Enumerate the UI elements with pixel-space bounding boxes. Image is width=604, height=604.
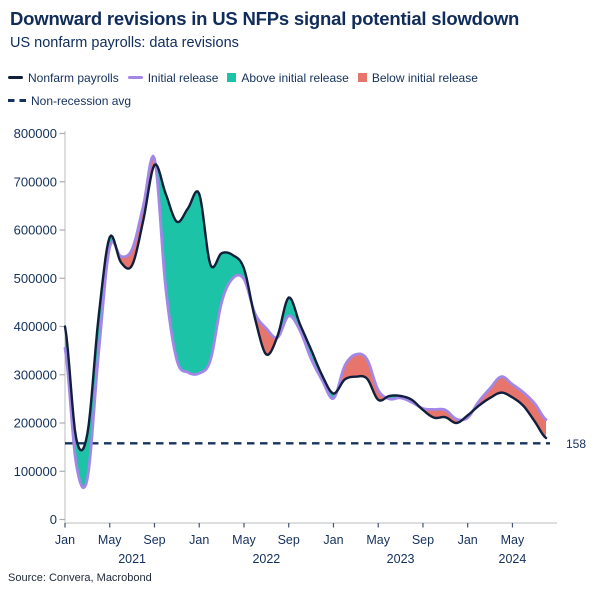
initial-release-line [63,154,548,490]
x-axis-label: May [501,533,525,547]
x-axis-label: Jan [55,533,75,547]
chart-title: Downward revisions in US NFPs signal pot… [10,8,520,29]
legend-item-nonfarm-payrolls: Nonfarm payrolls [8,71,119,85]
legend-item-below-initial: Below initial release [357,70,478,85]
legend-label: Initial release [147,70,219,85]
legend-label: Below initial release [371,70,478,85]
legend-label: Above initial release [241,70,349,85]
legend-label: Nonfarm payrolls [28,70,119,85]
initial-release-line-swatch [127,76,143,79]
legend-item-initial-release: Initial release [127,70,219,85]
x-axis-label: Sep [278,533,300,547]
y-axis-label: 600000 [14,223,57,238]
y-axis-label: 200000 [14,416,57,431]
nonfarm-payrolls-line [63,163,548,452]
x-axis-label: Sep [412,533,434,547]
x-axis-label: May [98,533,122,547]
legend-row-1: Nonfarm payrolls Initial release Above i… [8,66,600,89]
y-axis-label: 300000 [14,367,57,382]
y-axis-label: 500000 [14,271,57,286]
y-axis-label: 800000 [14,126,57,141]
y-axis-label: 100000 [14,464,57,479]
payrolls-line-swatch [8,76,23,79]
x-axis-label: Jan [323,533,343,547]
below-initial-release-fill [419,407,463,423]
legend-item-non-recession-avg: Non-recession avg [8,94,131,108]
below-initial-release-fill [473,376,546,438]
chart-subtitle: US nonfarm payrolls: data revisions [10,35,239,51]
x-axis-label: May [366,533,390,547]
below-initial-release-fill [337,353,386,401]
y-axis-label: 400000 [14,319,57,334]
x-axis-label: Sep [143,533,165,547]
legend-row-2: Non-recession avg [8,89,600,112]
x-axis-label: May [232,533,256,547]
y-axis-label: 700000 [14,174,57,189]
year-label: 2022 [252,552,280,566]
y-axis-label: 0 [50,512,57,527]
below-initial-square-swatch [357,73,367,82]
legend-item-above-initial: Above initial release [227,70,349,85]
above-initial-release-fill [155,164,252,375]
above-initial-square-swatch [227,73,237,82]
year-label: 2023 [387,552,415,566]
below-initial-release-fill [251,303,277,355]
x-axis-label: Jan [458,533,478,547]
non-recession-avg-dash-swatch [8,99,26,102]
avg-value-label: 158 [566,437,586,451]
year-label: 2024 [499,552,527,566]
year-label: 2021 [118,552,146,566]
legend: Nonfarm payrolls Initial release Above i… [8,66,600,112]
source-text: Source: Convera, Macrobond [8,572,152,584]
legend-label: Non-recession avg [31,93,132,108]
x-axis-label: Jan [189,533,209,547]
